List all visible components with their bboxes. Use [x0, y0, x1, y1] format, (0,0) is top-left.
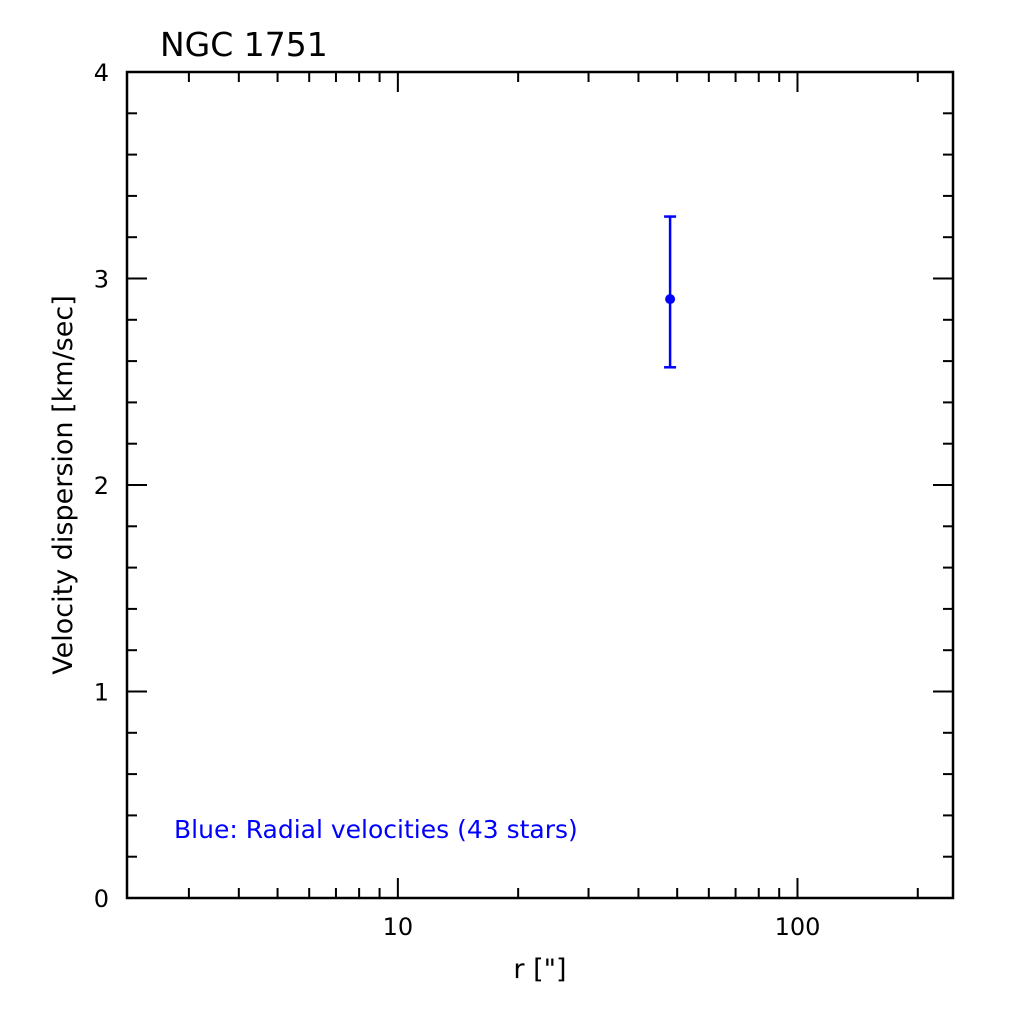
data-layer	[664, 215, 677, 369]
y-tick-label: 0	[94, 885, 109, 913]
legend-annotation: Blue: Radial velocities (43 stars)	[174, 815, 578, 844]
y-axis-title: Velocity dispersion [km/sec]	[48, 295, 79, 674]
y-tick-label: 1	[94, 679, 109, 707]
chart-title: NGC 1751	[160, 25, 328, 64]
data-point	[665, 294, 676, 305]
y-tick-label: 3	[94, 266, 109, 294]
plot-frame	[125, 70, 955, 900]
x-tick-label: 10	[383, 913, 414, 941]
x-axis-title: r ["]	[513, 954, 566, 985]
x-tick-label: 100	[775, 913, 821, 941]
y-tick-label: 4	[94, 59, 109, 87]
y-tick-label: 2	[94, 472, 109, 500]
